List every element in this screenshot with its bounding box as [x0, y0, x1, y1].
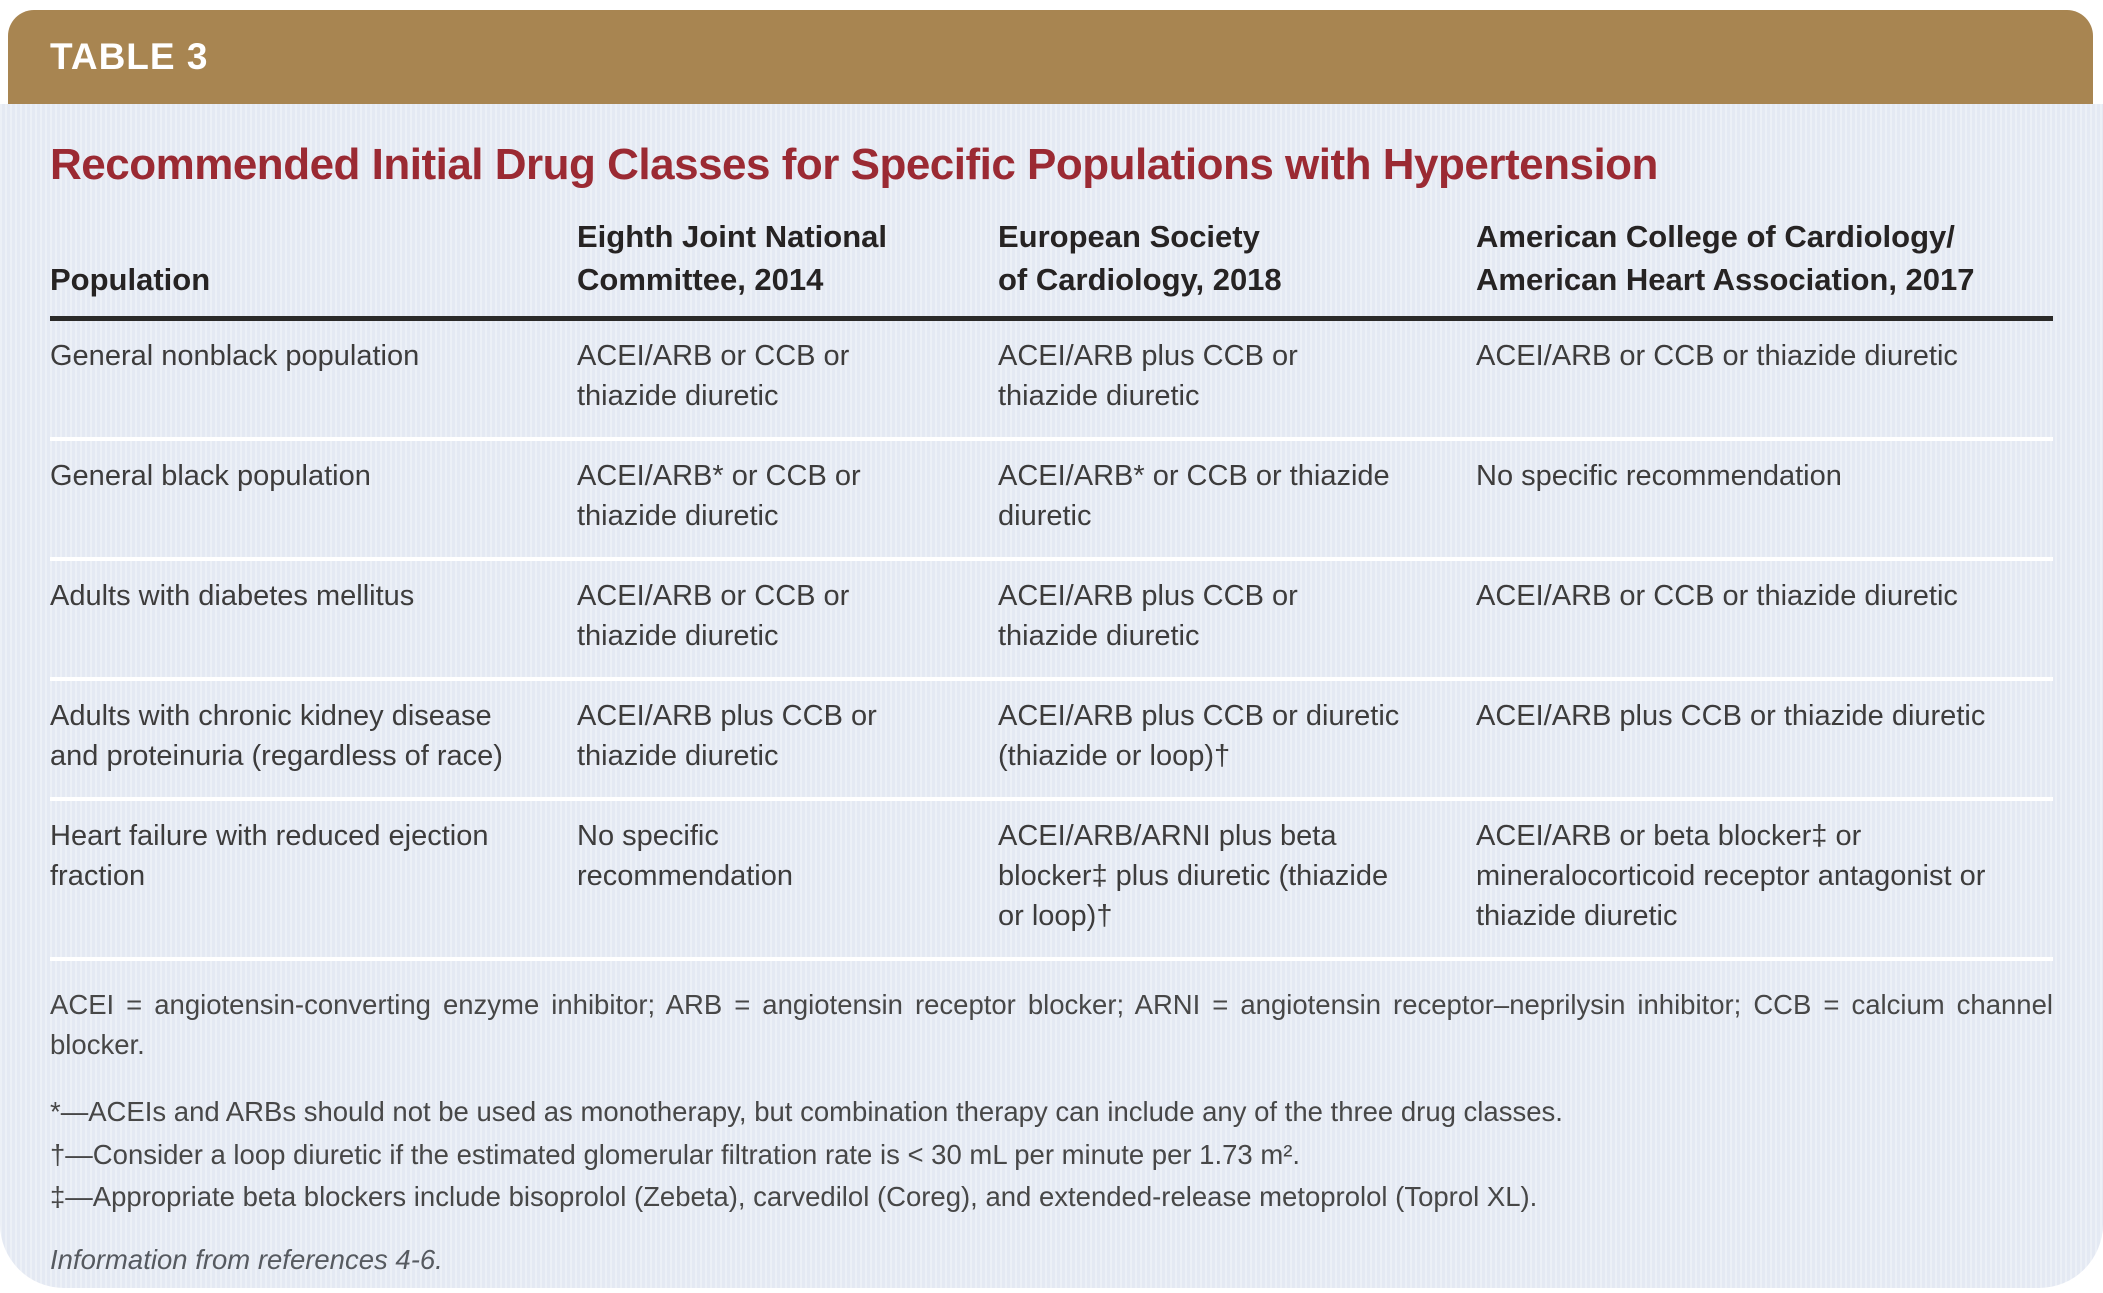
- column-header-acc-aha-2017: American College of Cardiology/ American…: [1476, 219, 1975, 297]
- cell-population: General nonblack population: [50, 339, 420, 372]
- table-title: Recommended Initial Drug Classes for Spe…: [50, 140, 1658, 189]
- cell-acc: ACEI/ARB or CCB or thiazide diuretic: [1476, 579, 1958, 612]
- cell-jnc: No specific recommendation: [577, 819, 793, 892]
- cell-acc: ACEI/ARB plus CCB or thiazide diuretic: [1476, 699, 1986, 732]
- table-row: Heart failure with reduced ejection frac…: [50, 801, 2053, 961]
- cell-esc: ACEI/ARB* or CCB or thiazide diuretic: [998, 459, 1390, 532]
- cell-acc: ACEI/ARB or CCB or thiazide diuretic: [1476, 339, 1958, 372]
- cell-acc: No specific recommendation: [1476, 459, 1842, 492]
- footnotes-section: ACEI = angiotensin-converting enzyme inh…: [50, 961, 2053, 1276]
- cell-jnc: ACEI/ARB or CCB or thiazide diuretic: [577, 339, 850, 412]
- table-row: Adults with diabetes mellitus ACEI/ARB o…: [50, 561, 2053, 681]
- footnote-double-dagger: ‡—Appropriate beta blockers include biso…: [50, 1181, 1538, 1213]
- abbreviations-note: ACEI = angiotensin-converting enzyme inh…: [50, 988, 2053, 1061]
- cell-esc: ACEI/ARB plus CCB or thiazide diuretic: [998, 579, 1298, 652]
- cell-jnc: ACEI/ARB plus CCB or thiazide diuretic: [577, 699, 877, 772]
- cell-population: Adults with chronic kidney disease and p…: [50, 699, 503, 772]
- table-label-bar: TABLE 3: [8, 10, 2093, 104]
- source-note: Information from references 4-6.: [50, 1244, 443, 1276]
- table-header-row: Population Eighth Joint National Committ…: [50, 216, 2053, 321]
- cell-esc: ACEI/ARB/ARNI plus beta blocker‡ plus di…: [998, 819, 1389, 932]
- column-header-population: Population: [50, 261, 211, 297]
- table-row: General nonblack population ACEI/ARB or …: [50, 321, 2053, 441]
- cell-population: Adults with diabetes mellitus: [50, 579, 415, 612]
- symbol-footnotes: *—ACEIs and ARBs should not be used as m…: [50, 1092, 2053, 1218]
- column-header-esc-2018: European Society of Cardiology, 2018: [998, 219, 1282, 297]
- cell-acc: ACEI/ARB or beta blocker‡ or mineralocor…: [1476, 819, 1986, 932]
- footnote-dagger: †—Consider a loop diuretic if the estima…: [50, 1138, 1301, 1170]
- cell-esc: ACEI/ARB plus CCB or diuretic (thiazide …: [998, 699, 1400, 772]
- table-row: General black population ACEI/ARB* or CC…: [50, 441, 2053, 561]
- column-header-jnc8-2014: Eighth Joint National Committee, 2014: [577, 219, 887, 297]
- table-row: Adults with chronic kidney disease and p…: [50, 681, 2053, 801]
- cell-population: Heart failure with reduced ejection frac…: [50, 819, 489, 892]
- cell-population: General black population: [50, 459, 371, 492]
- table-card: Recommended Initial Drug Classes for Spe…: [0, 104, 2103, 1288]
- cell-esc: ACEI/ARB plus CCB or thiazide diuretic: [998, 339, 1298, 412]
- table-label: TABLE 3: [50, 36, 209, 77]
- cell-jnc: ACEI/ARB or CCB or thiazide diuretic: [577, 579, 850, 652]
- cell-jnc: ACEI/ARB* or CCB or thiazide diuretic: [577, 459, 861, 532]
- footnote-asterisk: *—ACEIs and ARBs should not be used as m…: [50, 1096, 1563, 1128]
